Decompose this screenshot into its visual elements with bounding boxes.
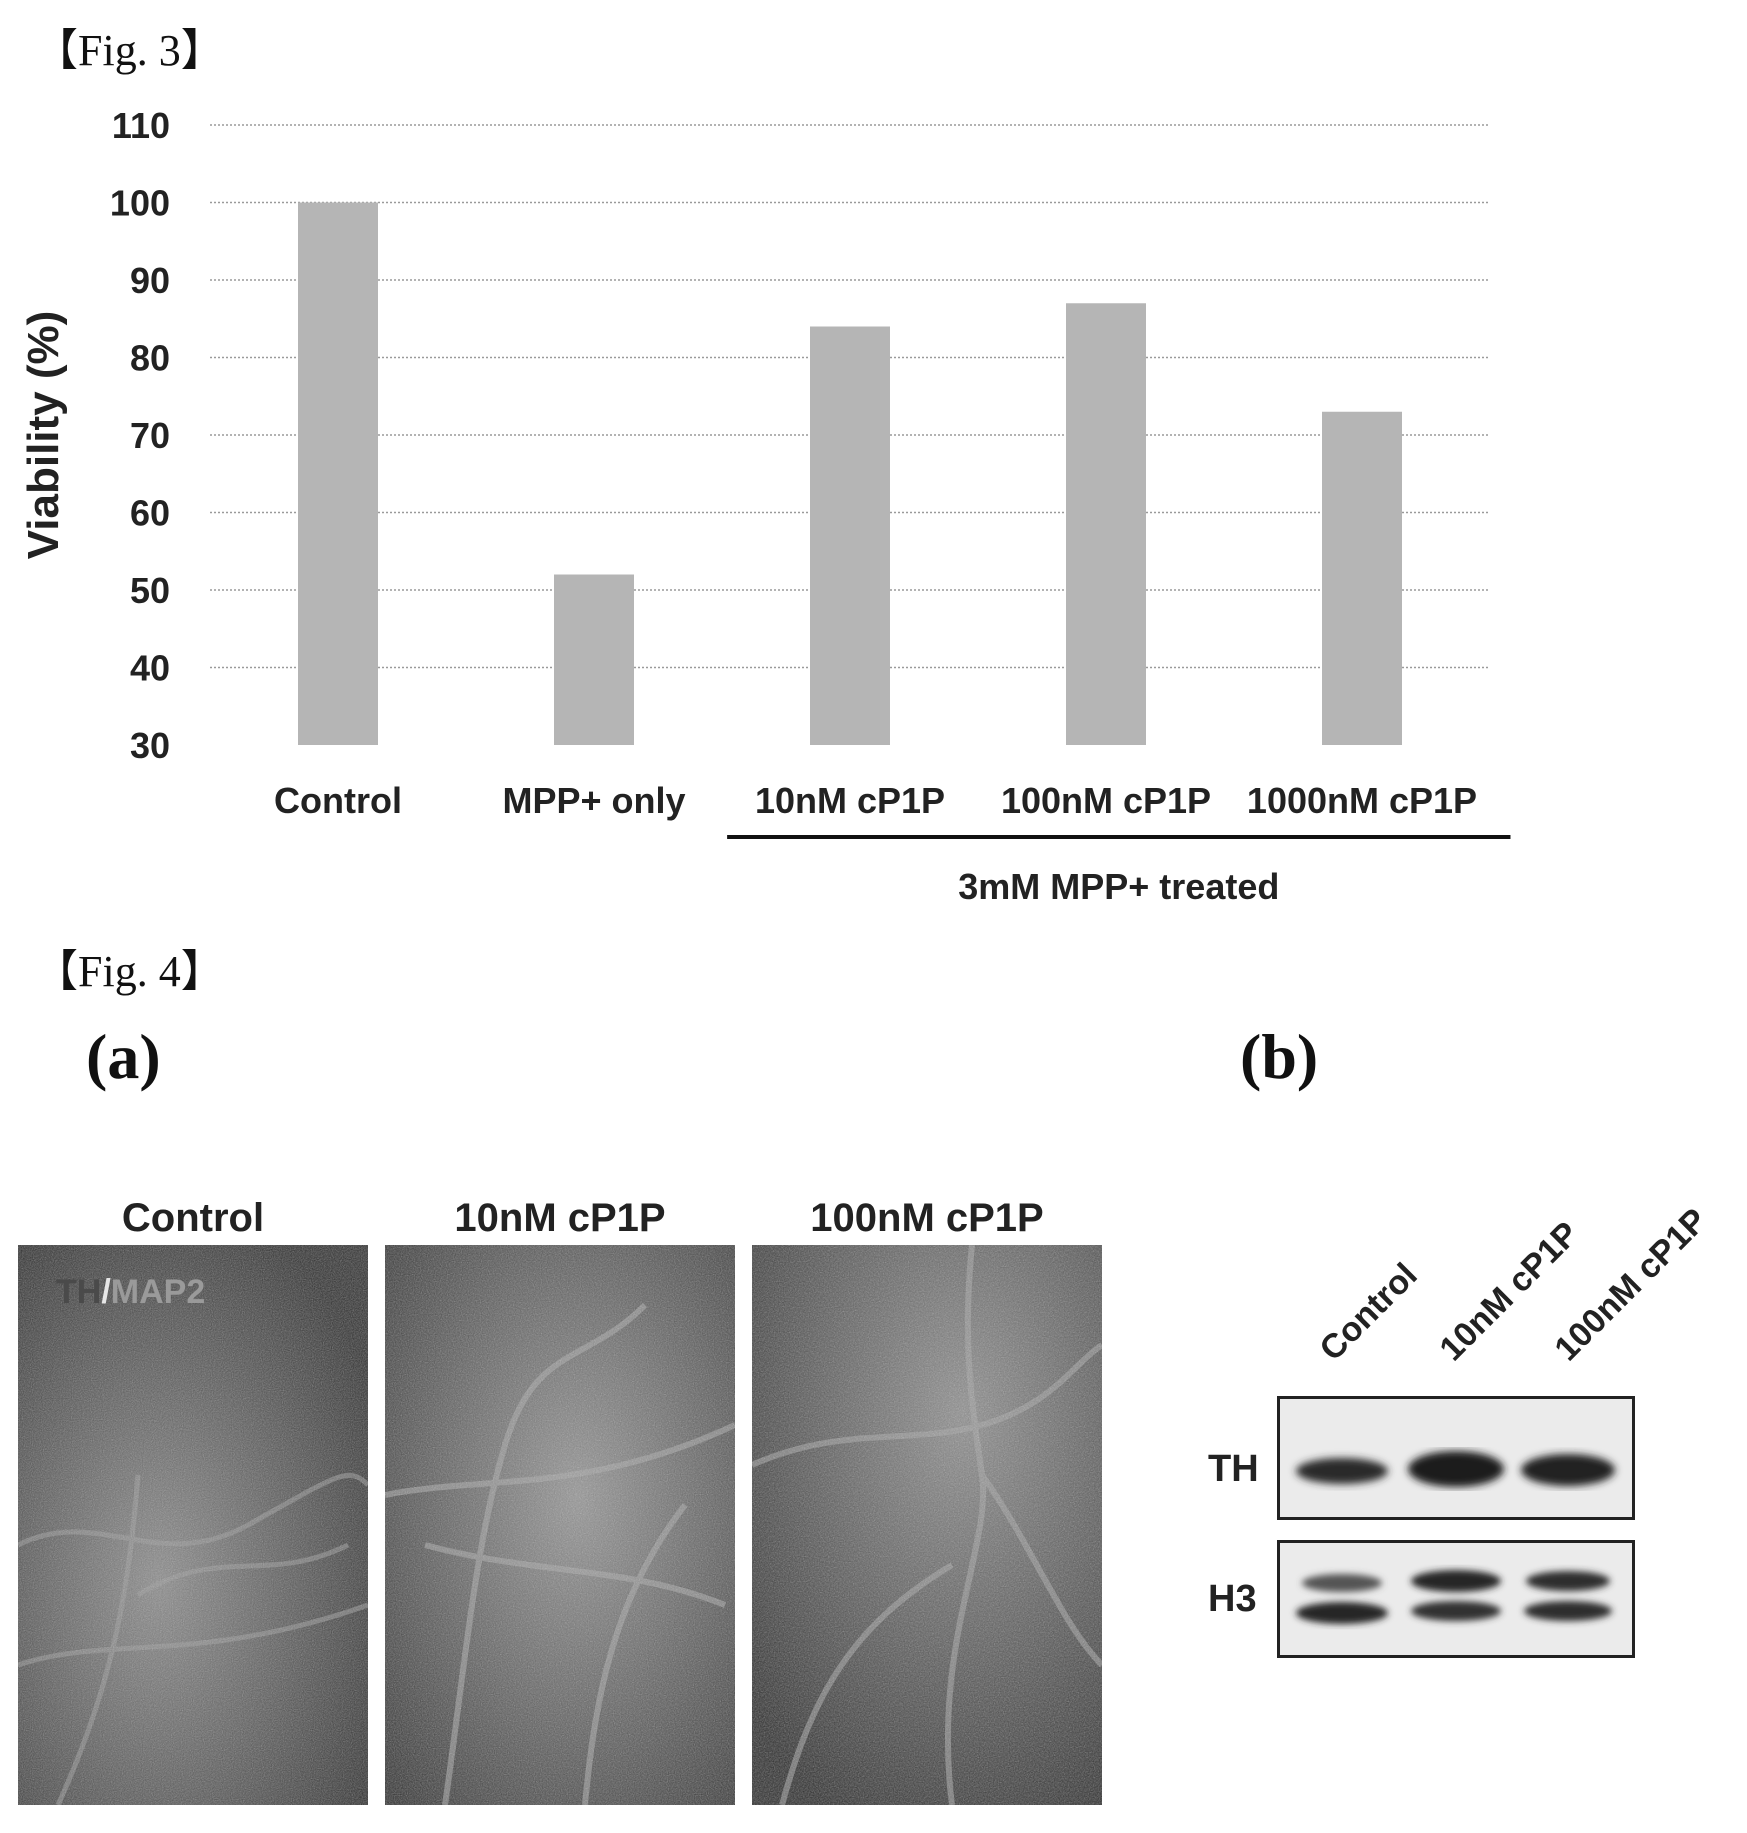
stain-map2-label: MAP2 [110,1273,206,1311]
bar-1 [554,574,634,745]
micrograph-100nm [752,1245,1102,1805]
y-tick-label-50: 50 [130,570,170,611]
bar-0 [298,202,378,745]
micrograph-title-control: Control [121,1196,265,1240]
y-tick-label-110: 110 [112,105,170,146]
bar-2 [810,326,890,745]
blot-row-label-th: TH [1208,1448,1259,1490]
x-tick-label-1: MPP+ only [502,780,685,821]
panel-b-letter: (b) [1240,1021,1319,1092]
y-axis-label: Viability (%) [19,311,68,560]
fig4-label: 【Fig. 4】 [34,947,225,996]
band-h3-lower-10nm [1411,1601,1501,1621]
band-th-10nm [1408,1451,1504,1487]
viability-bar-chart: 30 40 50 60 70 80 90 100 110 Viability (%) Control… [19,105,1511,900]
band-h3-upper-100nm [1526,1571,1610,1591]
y-tick-label-80: 80 [130,338,170,379]
band-th-control [1296,1458,1388,1484]
blot-row-label-h3: H3 [1208,1578,1257,1620]
bar-4 [1322,411,1402,745]
y-tick-label-40: 40 [130,648,170,689]
micrograph-title-100nm: 100nM cP1P [810,1196,1044,1240]
y-tick-label-70: 70 [130,415,170,456]
x-tick-label-2: 10nM cP1P [755,780,945,821]
stain-th-label: TH [56,1273,102,1311]
micrograph-title-10nm: 10nM cP1P [454,1196,666,1240]
blot-lane-label-control: Control [1312,1255,1425,1369]
y-tick-label-90: 90 [130,260,170,301]
x-tick-label-0: Control [274,780,402,821]
stain-slash: / [101,1273,111,1311]
stain-overlay-label: TH/MAP2 [56,1273,205,1312]
blot-h3 [1277,1540,1635,1658]
bar-3 [1066,303,1146,745]
blot-lane-label-100nm: 100nM cP1P [1547,1201,1715,1369]
y-tick-label-60: 60 [130,493,170,534]
blot-th [1277,1396,1635,1520]
micrograph-control: TH/MAP2 [18,1245,368,1805]
band-h3-lower-control [1296,1602,1388,1624]
band-h3-upper-control [1302,1574,1382,1592]
x-tick-label-4: 1000nM cP1P [1247,780,1477,821]
group-annotation-label: 3mM MPP+ treated [958,866,1279,900]
band-h3-upper-10nm [1411,1570,1501,1592]
x-tick-label-3: 100nM cP1P [1001,780,1211,821]
micrograph-10nm [385,1245,735,1805]
band-h3-lower-100nm [1524,1601,1612,1621]
y-tick-label-30: 30 [130,725,170,766]
panel-a-letter: (a) [86,1021,161,1092]
band-th-100nm [1521,1454,1615,1486]
y-tick-label-100: 100 [110,183,170,224]
fig3-label: 【Fig. 3】 [34,26,225,75]
